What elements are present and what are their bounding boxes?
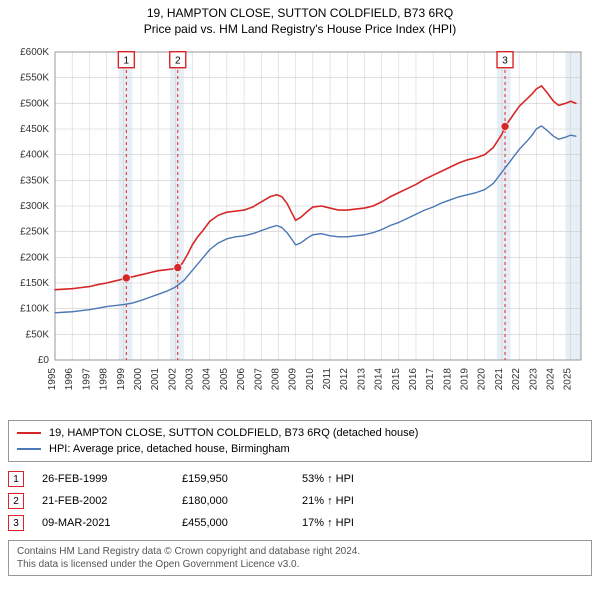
y-tick-label: £600K bbox=[20, 47, 49, 58]
x-tick-label: 2003 bbox=[185, 368, 196, 391]
x-tick-label: 2010 bbox=[305, 368, 316, 391]
legend-row: 19, HAMPTON CLOSE, SUTTON COLDFIELD, B73… bbox=[17, 425, 583, 441]
marker-row: 1 26-FEB-1999£159,95053% ↑ HPI bbox=[8, 468, 592, 490]
marker-row: 2 21-FEB-2002£180,00021% ↑ HPI bbox=[8, 490, 592, 512]
y-tick-label: £500K bbox=[20, 98, 49, 109]
y-tick-label: £550K bbox=[20, 73, 49, 84]
x-tick-label: 2006 bbox=[236, 368, 247, 391]
marker-price: £180,000 bbox=[182, 495, 302, 507]
x-tick-label: 1997 bbox=[81, 368, 92, 391]
x-tick-label: 2019 bbox=[460, 368, 471, 391]
sale-point bbox=[501, 122, 509, 130]
marker-number: 1 bbox=[13, 474, 19, 485]
x-tick-label: 1996 bbox=[64, 368, 75, 391]
legend-row: HPI: Average price, detached house, Birm… bbox=[17, 441, 583, 457]
y-tick-label: £200K bbox=[20, 252, 49, 263]
x-tick-label: 2012 bbox=[339, 368, 350, 391]
marker-date: 21-FEB-2002 bbox=[42, 495, 182, 507]
legend-box: 19, HAMPTON CLOSE, SUTTON COLDFIELD, B73… bbox=[8, 420, 592, 462]
x-tick-label: 2016 bbox=[408, 368, 419, 391]
chart-marker-number: 1 bbox=[124, 56, 130, 67]
x-tick-label: 2007 bbox=[253, 368, 264, 391]
marker-row: 3 09-MAR-2021£455,00017% ↑ HPI bbox=[8, 512, 592, 534]
x-tick-label: 2013 bbox=[356, 368, 367, 391]
chart-title: 19, HAMPTON CLOSE, SUTTON COLDFIELD, B73… bbox=[4, 6, 596, 20]
x-tick-label: 1998 bbox=[99, 368, 110, 391]
y-tick-label: £450K bbox=[20, 124, 49, 135]
x-tick-label: 2022 bbox=[511, 368, 522, 391]
x-tick-label: 2021 bbox=[494, 368, 505, 391]
x-tick-label: 2005 bbox=[219, 368, 230, 391]
x-tick-label: 2015 bbox=[391, 368, 402, 391]
x-tick-label: 2004 bbox=[202, 368, 213, 391]
line-chart-svg: £0 £50K £100K £150K £200K £250K £300K £350K £400… bbox=[5, 42, 595, 412]
y-tick-label: £0 bbox=[38, 355, 50, 366]
x-tick-label: 2000 bbox=[133, 368, 144, 391]
y-tick-label: £400K bbox=[20, 150, 49, 161]
marker-price: £159,950 bbox=[182, 473, 302, 485]
chart-marker-number: 2 bbox=[175, 56, 181, 67]
marker-date: 09-MAR-2021 bbox=[42, 517, 182, 529]
x-tick-label: 2020 bbox=[477, 368, 488, 391]
marker-price: £455,000 bbox=[182, 517, 302, 529]
legend-label: 19, HAMPTON CLOSE, SUTTON COLDFIELD, B73… bbox=[49, 427, 418, 439]
x-tick-label: 2024 bbox=[545, 368, 556, 391]
x-tick-label: 2001 bbox=[150, 368, 161, 391]
marker-badge: 2 bbox=[8, 493, 24, 509]
sale-point bbox=[174, 264, 182, 272]
y-tick-label: £350K bbox=[20, 175, 49, 186]
x-tick-label: 2008 bbox=[270, 368, 281, 391]
x-tick-label: 2025 bbox=[563, 368, 574, 391]
marker-pct: 53% ↑ HPI bbox=[302, 473, 354, 485]
copyright-line-1: Contains HM Land Registry data © Crown c… bbox=[17, 545, 583, 558]
sale-markers-list: 1 26-FEB-1999£159,95053% ↑ HPI 2 21-FEB-200… bbox=[8, 468, 592, 534]
marker-number: 3 bbox=[13, 518, 19, 529]
legend-swatch bbox=[17, 448, 41, 450]
x-tick-label: 1995 bbox=[47, 368, 58, 391]
y-tick-label: £100K bbox=[20, 304, 49, 315]
legend-label: HPI: Average price, detached house, Birm… bbox=[49, 443, 290, 455]
title-block: 19, HAMPTON CLOSE, SUTTON COLDFIELD, B73… bbox=[4, 6, 596, 36]
x-tick-label: 2018 bbox=[442, 368, 453, 391]
marker-badge: 1 bbox=[8, 471, 24, 487]
chart-area: £0 £50K £100K £150K £200K £250K £300K £350K £400… bbox=[5, 42, 595, 412]
sale-point bbox=[122, 274, 130, 282]
copyright-box: Contains HM Land Registry data © Crown c… bbox=[8, 540, 592, 576]
x-tick-label: 2017 bbox=[425, 368, 436, 391]
x-tick-label: 2014 bbox=[374, 368, 385, 391]
y-tick-label: £50K bbox=[26, 329, 50, 340]
marker-badge: 3 bbox=[8, 515, 24, 531]
marker-date: 26-FEB-1999 bbox=[42, 473, 182, 485]
marker-number: 2 bbox=[13, 496, 19, 507]
x-tick-label: 2011 bbox=[322, 368, 333, 390]
y-tick-label: £250K bbox=[20, 227, 49, 238]
y-tick-label: £300K bbox=[20, 201, 49, 212]
x-tick-label: 2002 bbox=[167, 368, 178, 391]
x-tick-label: 2023 bbox=[528, 368, 539, 391]
chart-subtitle: Price paid vs. HM Land Registry's House … bbox=[4, 22, 596, 36]
x-tick-label: 1999 bbox=[116, 368, 127, 391]
y-tick-label: £150K bbox=[20, 278, 49, 289]
copyright-line-2: This data is licensed under the Open Gov… bbox=[17, 558, 583, 571]
chart-marker-number: 3 bbox=[502, 56, 508, 67]
marker-pct: 17% ↑ HPI bbox=[302, 517, 354, 529]
x-tick-label: 2009 bbox=[288, 368, 299, 391]
legend-swatch bbox=[17, 432, 41, 434]
marker-pct: 21% ↑ HPI bbox=[302, 495, 354, 507]
